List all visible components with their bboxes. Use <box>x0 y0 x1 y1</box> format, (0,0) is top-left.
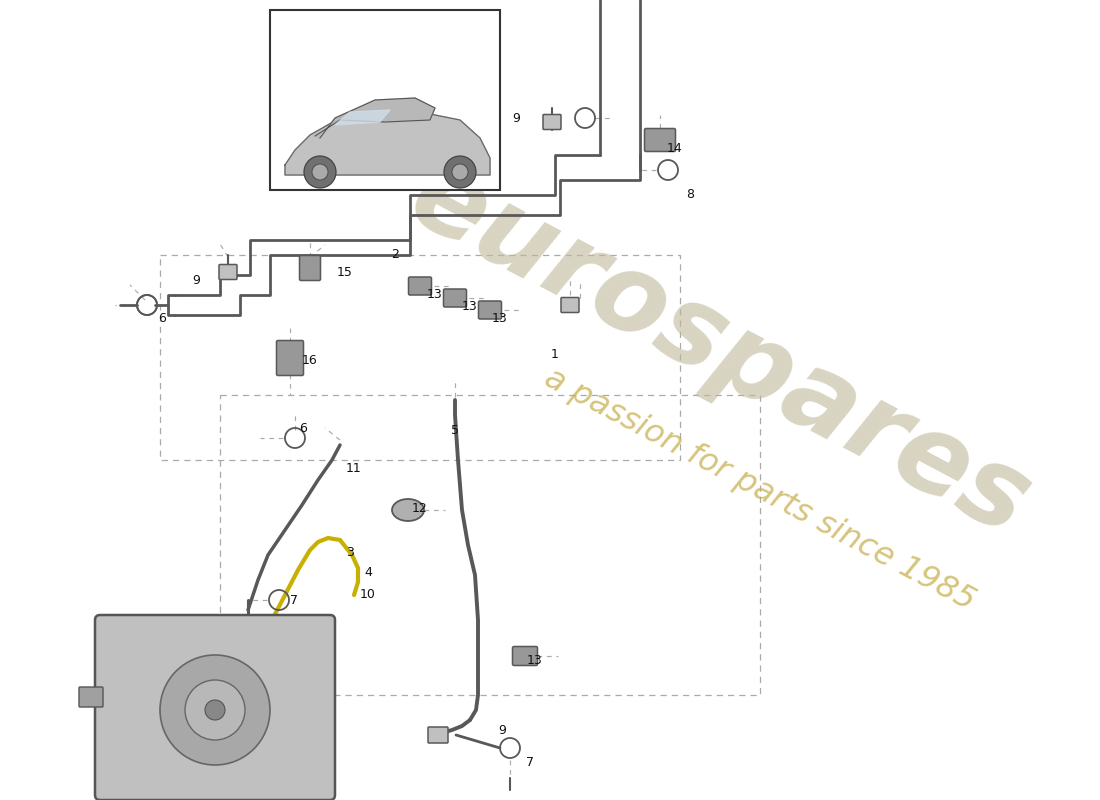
FancyBboxPatch shape <box>276 341 304 375</box>
Text: 13: 13 <box>462 299 477 313</box>
Text: 13: 13 <box>427 287 443 301</box>
Text: 15: 15 <box>337 266 353 278</box>
FancyBboxPatch shape <box>478 301 502 319</box>
Text: 12: 12 <box>412 502 428 514</box>
FancyBboxPatch shape <box>543 114 561 130</box>
Circle shape <box>452 164 468 180</box>
Text: 6: 6 <box>299 422 307 434</box>
Text: 14: 14 <box>667 142 683 154</box>
Circle shape <box>205 700 225 720</box>
Text: 3: 3 <box>346 546 354 558</box>
Polygon shape <box>285 110 490 175</box>
Text: 10: 10 <box>360 589 376 602</box>
FancyBboxPatch shape <box>219 265 236 279</box>
Circle shape <box>160 655 270 765</box>
FancyBboxPatch shape <box>408 277 431 295</box>
Text: 13: 13 <box>492 311 508 325</box>
FancyBboxPatch shape <box>428 727 448 743</box>
Circle shape <box>444 156 476 188</box>
Circle shape <box>312 164 328 180</box>
FancyBboxPatch shape <box>79 687 103 707</box>
Text: 9: 9 <box>192 274 200 286</box>
Text: 6: 6 <box>158 311 166 325</box>
FancyBboxPatch shape <box>645 129 675 151</box>
Circle shape <box>185 680 245 740</box>
FancyBboxPatch shape <box>443 289 466 307</box>
Text: eurospares: eurospares <box>393 142 1047 558</box>
Text: 4: 4 <box>364 566 372 578</box>
Text: 13: 13 <box>527 654 543 666</box>
Text: 7: 7 <box>290 594 298 606</box>
Text: 9: 9 <box>513 111 520 125</box>
FancyBboxPatch shape <box>513 646 538 666</box>
Text: 8: 8 <box>686 189 694 202</box>
Text: 11: 11 <box>346 462 362 474</box>
Polygon shape <box>336 110 390 125</box>
Ellipse shape <box>392 499 424 521</box>
FancyBboxPatch shape <box>95 615 336 800</box>
Text: 7: 7 <box>526 755 534 769</box>
FancyBboxPatch shape <box>299 255 320 281</box>
Text: 5: 5 <box>451 423 459 437</box>
FancyBboxPatch shape <box>270 10 500 190</box>
FancyBboxPatch shape <box>561 298 579 313</box>
Text: 1: 1 <box>551 349 559 362</box>
Polygon shape <box>315 98 434 138</box>
Text: 9: 9 <box>498 723 506 737</box>
Circle shape <box>304 156 336 188</box>
Text: 2: 2 <box>392 249 399 262</box>
Text: a passion for parts since 1985: a passion for parts since 1985 <box>539 363 980 617</box>
Text: 16: 16 <box>302 354 318 366</box>
